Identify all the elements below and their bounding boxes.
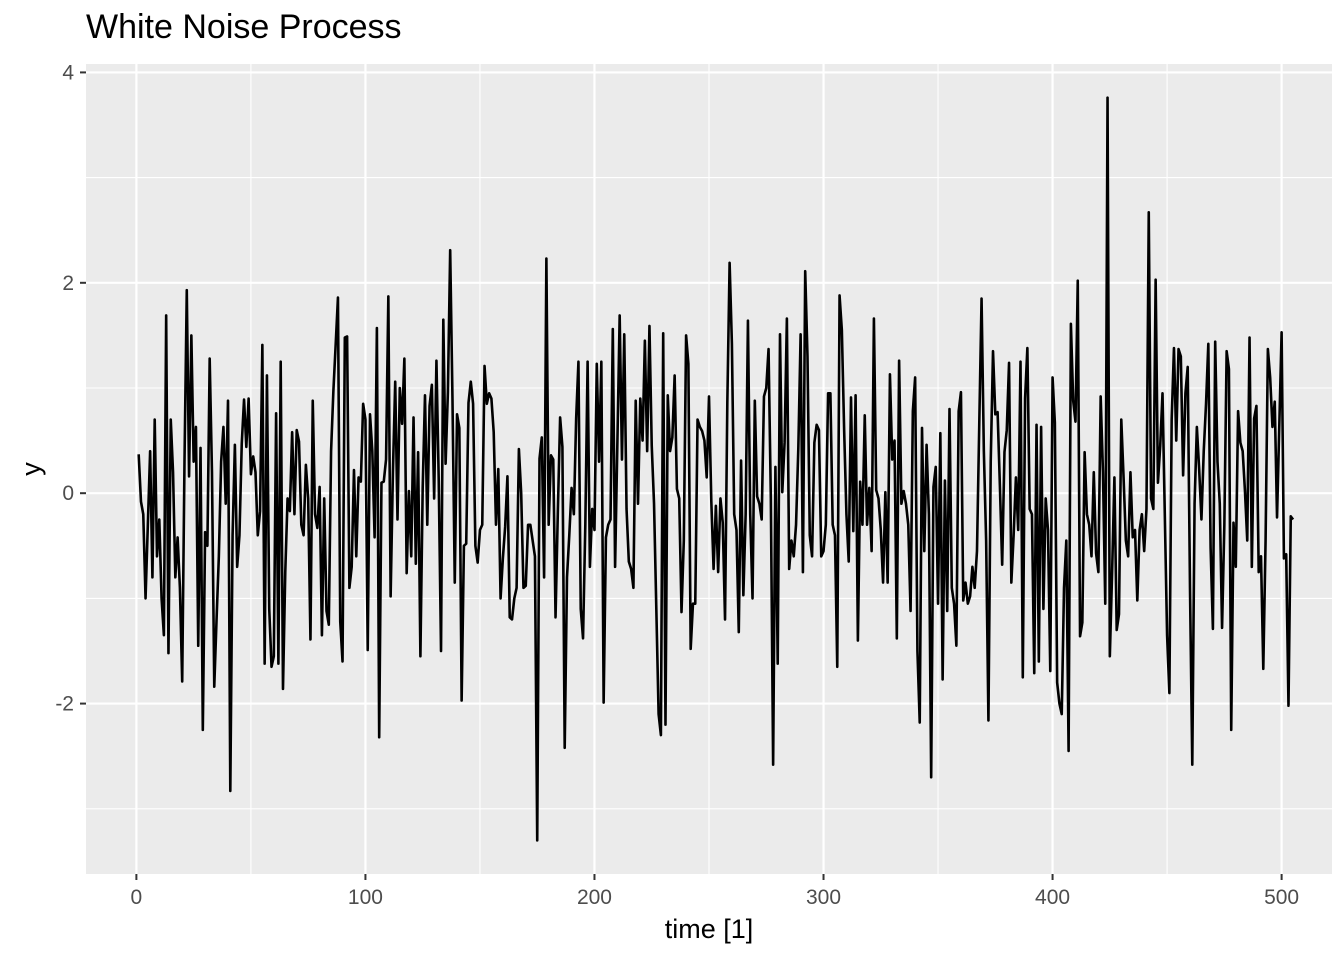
axis-ticks: 0 100 200 300 400 500 -2 0 2 4 xyxy=(55,61,1299,909)
y-tick-label: 4 xyxy=(62,61,74,84)
x-axis-title: time [1] xyxy=(665,914,754,944)
y-tick-label: 2 xyxy=(62,272,74,295)
series-line-white-noise xyxy=(137,96,1295,842)
chart-title: White Noise Process xyxy=(86,8,402,46)
y-tick-label: 0 xyxy=(62,482,74,505)
y-tick-label: -2 xyxy=(55,693,74,716)
x-tick-label: 0 xyxy=(131,886,143,909)
x-tick-label: 500 xyxy=(1264,886,1299,909)
x-tick-label: 200 xyxy=(577,886,612,909)
x-tick-label: 300 xyxy=(806,886,841,909)
x-tick-label: 400 xyxy=(1035,886,1070,909)
y-axis-title: y xyxy=(16,462,46,476)
x-tick-label: 100 xyxy=(348,886,383,909)
